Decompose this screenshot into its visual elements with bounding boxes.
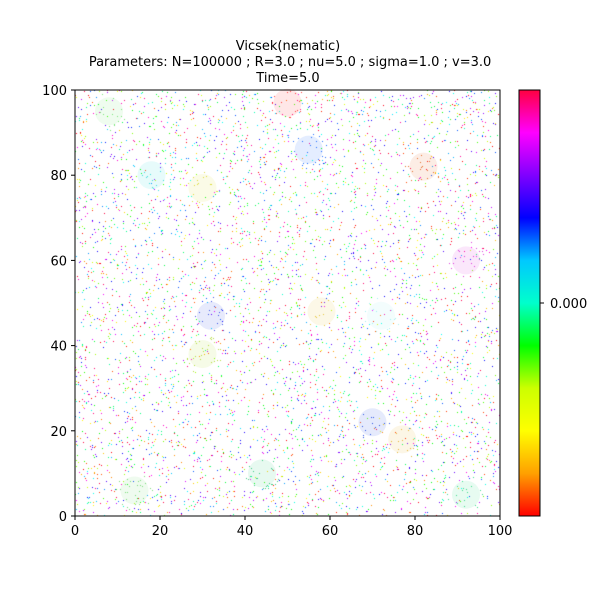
x-tick-label: 100 [488,524,513,539]
plot-area [74,88,501,517]
y-axis: 0 20 40 60 80 100 [42,84,75,525]
cluster-mark [294,135,323,164]
time-label: Time=5.0 [255,71,319,86]
y-tick-label: 20 [50,425,67,440]
cluster-mark [248,459,276,488]
cluster-mark [273,88,302,117]
cluster-mark [188,340,217,369]
cluster-mark [95,97,123,126]
y-tick-label: 100 [42,84,67,99]
chart-title: Vicsek(nematic) [236,39,341,54]
cluster-mark [188,173,217,202]
x-tick-label: 0 [71,524,79,539]
cluster-mark [367,301,395,330]
cluster-mark [197,301,225,330]
x-axis: 0 20 40 60 80 100 [71,516,513,539]
cluster-mark [120,476,149,505]
x-tick-label: 80 [407,524,424,539]
particle-field [75,90,500,516]
x-tick-label: 60 [322,524,339,539]
cluster-mark [137,161,166,190]
cluster-mark [358,408,387,437]
x-tick-label: 20 [152,524,169,539]
cluster-mark [452,246,480,275]
colorbar [518,89,541,517]
y-tick-label: 40 [50,340,67,355]
chart-subtitle: Parameters: N=100000 ; R=3.0 ; nu=5.0 ; … [85,55,492,70]
cluster-markers [95,88,480,509]
cluster-mark [388,425,417,454]
cluster-mark [452,480,480,509]
y-tick-label: 0 [59,510,67,525]
y-tick-label: 80 [50,169,67,184]
plot-frame [74,89,501,517]
colorbar-tick-label: 0.000 [550,297,587,312]
cluster-mark [409,152,438,181]
y-tick-label: 60 [50,254,67,269]
cluster-mark [307,297,336,326]
x-tick-label: 40 [237,524,254,539]
